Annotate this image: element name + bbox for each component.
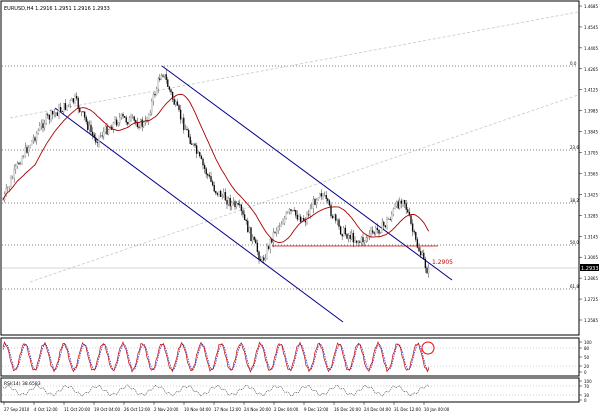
chart-title: EURUSD,H4 1.2916 1.2951 1.2916 1.2933	[4, 6, 110, 12]
price-tick-label: 1.4265	[584, 67, 598, 72]
price-tick-label: 1.2865	[584, 276, 598, 281]
price-tick-label: 1.3145	[584, 234, 598, 239]
time-tick-label: 26 Oct 12:00	[124, 407, 151, 412]
time-tick-label: 31 Dec 12:00	[394, 407, 421, 412]
stochastic-highlight-circle	[421, 341, 435, 355]
time-tick-label: 10 Nov 04:00	[184, 407, 211, 412]
stoch-tick-label: 80	[584, 346, 590, 351]
price-tick-label: 1.3425	[584, 192, 598, 197]
price-tick-label: 1.3565	[584, 171, 598, 176]
fib-level-label: 0.0	[570, 61, 577, 66]
time-axis: 27 Sep 2010 4 Oct 12:00 11 Oct 20:00 19 Oct…	[3, 402, 450, 412]
stoch-tick-label: 20	[584, 364, 590, 369]
fib-level-label: 23.6	[570, 145, 579, 150]
price-tick-label: 1.3985	[584, 109, 598, 114]
price-tick-label: 1.4545	[584, 25, 598, 30]
price-tick-label: 1.4125	[584, 88, 598, 93]
rsi-tick-label: 70	[584, 384, 590, 389]
lower-trendline	[29, 94, 579, 283]
fibonacci-levels: 0.0 23.6 38.2 50.0 61.8	[2, 61, 579, 290]
time-tick-label: 16 Dec 20:00	[334, 407, 361, 412]
price-tick-label: 1.2725	[584, 297, 598, 302]
time-tick-label: 2 Nov 20:00	[154, 407, 179, 412]
rsi-tick-label: 30	[584, 393, 590, 398]
time-tick-label: 11 Oct 20:00	[64, 407, 91, 412]
stoch-tick-label: 0	[584, 370, 587, 375]
time-tick-label: 24 Dec 04:00	[364, 407, 391, 412]
main-price-panel[interactable]	[0, 0, 580, 336]
price-tick-label: 1.3285	[584, 213, 598, 218]
price-tick-label: 1.3005	[584, 255, 598, 260]
price-channel[interactable]	[54, 65, 453, 323]
time-tick-label: 17 Nov 12:00	[214, 407, 241, 412]
stochastic-panel[interactable]	[0, 337, 580, 377]
upper-trendline	[9, 11, 579, 119]
price-tick-label: 1.3705	[584, 151, 598, 156]
fib-level-label: 38.2	[570, 198, 579, 203]
time-tick-label: 4 Oct 12:00	[34, 407, 58, 412]
time-tick-label: 27 Sep 2010	[4, 407, 30, 412]
time-tick-label: 9 Dec 12:00	[304, 407, 329, 412]
current-price-tag	[580, 264, 599, 271]
price-axis: 1.4685 1.4545 1.4405 1.4265 1.4125 1.3985 1.38…	[579, 4, 598, 323]
channel-lower-line[interactable]	[54, 107, 344, 323]
price-tick-label: 1.4405	[584, 46, 598, 51]
time-tick-label: 24 Nov 20:00	[244, 407, 271, 412]
time-tick-label: 10 Jan 00:00	[424, 407, 450, 412]
rsi-panel[interactable]	[0, 377, 580, 403]
channel-upper-line[interactable]	[161, 65, 453, 281]
moving-average	[2, 93, 429, 244]
level-price-label: 1.2905	[432, 259, 453, 266]
time-tick-label: 2 Dec 04:00	[274, 407, 299, 412]
rsi-label: RSI(14) 38.6583	[4, 381, 41, 387]
rsi-tick-label: 100	[584, 379, 592, 384]
price-tick-label: 1.4685	[584, 4, 598, 9]
current-price-text: 1.2933	[581, 266, 599, 272]
price-tick-label: 1.2585	[584, 318, 598, 323]
time-tick-label: 19 Oct 04:00	[94, 407, 121, 412]
fib-level-label: 61.8	[570, 284, 579, 289]
stoch-tick-label: 50	[584, 355, 590, 360]
rsi-tick-label: 0	[584, 398, 587, 403]
fib-level-label: 50.0	[570, 240, 579, 245]
price-tick-label: 1.3845	[584, 130, 598, 135]
stoch-tick-label: 100	[584, 340, 592, 345]
dotted-trendlines	[9, 11, 579, 283]
candlesticks	[2, 69, 430, 278]
